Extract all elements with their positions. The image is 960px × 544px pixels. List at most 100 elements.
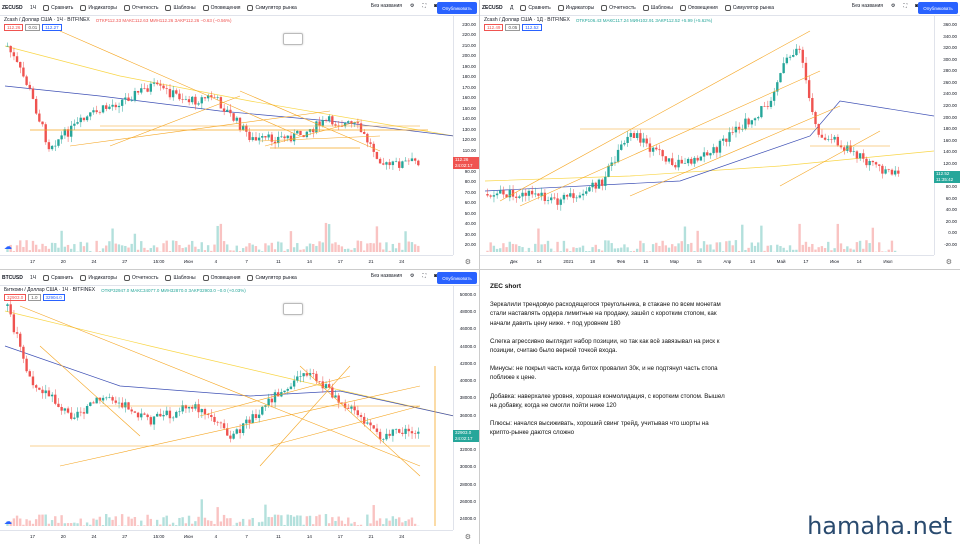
fullscreen-icon[interactable]: ⛶ [422,273,426,279]
fullscreen-icon[interactable]: ⛶ [903,3,907,9]
candle-body [881,165,884,174]
price-tick: 80.00 [464,179,476,185]
camera-icon[interactable]: ◙ [914,3,918,9]
volume-bar [47,523,51,526]
replay-button[interactable]: Симулятор рынка [724,4,774,11]
publish-button[interactable]: Опубликовать [437,2,477,14]
volume-bar [315,516,318,526]
volume-bar [792,249,795,252]
interval-selector[interactable]: 1Ч [30,4,37,11]
settings-gear-icon[interactable]: ⚙ [409,273,415,279]
sell-price[interactable]: 32903.0 [4,294,27,301]
volume-bar [572,247,575,252]
volume-bar [149,518,152,526]
camera-icon[interactable]: ◙ [433,273,437,279]
financials-button[interactable]: Отчетность [601,4,636,11]
candle-body [159,84,162,86]
price-chart[interactable] [480,16,934,256]
chart-legend: Zcash / Доллар США · 1Ч · BITFINEX ОТКР1… [4,17,232,23]
volume-bar [776,244,779,252]
settings-gear-icon[interactable]: ⚙ [890,3,896,9]
symbol-search[interactable]: ZECUSD [2,4,23,11]
indicators-button[interactable]: Индикаторы [80,4,117,11]
candle-body [887,169,890,170]
layout-name[interactable]: Без названия [851,3,883,9]
candle-body [152,416,156,425]
volume-bar [108,241,111,252]
publish-button[interactable]: Опубликовать [918,2,958,14]
buy-price[interactable]: 112.52 [522,24,542,31]
templates-button[interactable]: Шаблоны [165,274,196,281]
compare-button[interactable]: Сравнить [43,4,73,11]
alerts-button[interactable]: Оповещения [679,4,718,11]
price-tick: 210.00 [462,42,476,48]
chart-panel-zec-daily[interactable]: ZECUSD Д Сравнить Индикаторы Отчетность … [480,0,960,270]
price-chart[interactable] [0,16,454,256]
candle-body [862,153,865,159]
candle-body [248,131,251,141]
sell-price[interactable]: 112.26 [4,24,24,31]
templates-button[interactable]: Шаблоны [642,4,673,11]
alerts-button[interactable]: Оповещения [202,4,240,11]
chart-toolbar: BTCUSD 1Ч Сравнить Индикаторы Отчетность… [0,270,479,286]
templates-button[interactable]: Шаблоны [165,4,196,11]
candle-body [600,179,604,186]
sell-price[interactable]: 112.49 [484,24,504,31]
time-axis[interactable]: 17 20 24 27 15:00 Июн 4 7 11 14 17 21 24 [0,530,453,544]
symbol-search[interactable]: ZECUSD [482,4,503,11]
axis-settings-gear-icon[interactable]: ⚙ [464,534,471,541]
volume-bar [382,249,385,252]
financials-icon [601,4,608,11]
volume-bar [398,517,401,526]
chart-panel-btc-hourly[interactable]: BTCUSD 1Ч Сравнить Индикаторы Отчетность… [0,270,480,544]
interval-selector[interactable]: 1Ч [30,274,37,281]
time-axis[interactable]: 17 20 24 27 15:00 Июн 4 7 11 14 17 21 24 [0,255,453,269]
replay-button[interactable]: Симулятор рынка [247,274,297,281]
axis-settings-gear-icon[interactable]: ⚙ [464,259,471,266]
axis-settings-gear-icon[interactable]: ⚙ [945,259,952,266]
volume-bar [613,248,617,252]
candle-body [162,85,165,89]
volume-bar [34,519,38,526]
fullscreen-icon[interactable]: ⛶ [422,3,426,9]
compare-button[interactable]: Сравнить [520,4,551,11]
buy-price[interactable]: 32904.0 [42,294,65,301]
volume-bar [206,245,210,252]
symbol-search[interactable]: BTCUSD [2,274,23,281]
volume-bar [251,244,254,252]
volume-bar [270,242,274,252]
settings-gear-icon[interactable]: ⚙ [409,3,415,9]
buy-price[interactable]: 112.27 [42,24,62,31]
price-axis[interactable]: 360.00 340.00 320.00 300.00 280.00 260.00 240.… [934,16,960,255]
chart-panel-zec-hourly[interactable]: ZECUSD 1Ч Сравнить Индикаторы Отчетность… [0,0,480,270]
volume-bar [893,250,897,252]
toolbar-right: Без названия ⚙ ⛶ ◙ [844,3,918,9]
indicators-button[interactable]: Индикаторы [80,274,117,281]
financials-button[interactable]: Отчетность [123,274,158,281]
layout-name[interactable]: Без названия [370,3,402,9]
alerts-button[interactable]: Оповещения [202,274,240,281]
floating-widget[interactable] [283,33,303,45]
publish-button[interactable]: Опубликовать [437,272,477,284]
volume-bar [73,522,76,526]
floating-widget[interactable] [283,303,303,315]
financials-button[interactable]: Отчетность [123,4,158,11]
compare-button[interactable]: Сравнить [43,274,73,281]
candle-body [181,99,184,100]
layout-name[interactable]: Без названия [370,273,402,279]
volume-bar [388,250,391,252]
indicators-button[interactable]: Индикаторы [557,4,594,11]
volume-bar [85,522,89,526]
volume-bar [741,224,744,252]
price-axis[interactable]: 230.00 220.00 210.00 200.00 190.00 180.00 170.… [453,16,479,255]
price-axis[interactable]: 50000.0 48000.0 46000.0 44000.0 42000.0 40000… [453,286,479,530]
volume-bar [559,251,562,252]
interval-selector[interactable]: Д [510,4,514,11]
camera-icon[interactable]: ◙ [433,3,437,9]
time-axis[interactable]: Дек 14 2021 18 Фев 15 Мар 15 Апр 14 Май 17 Июн 14 Июл [480,255,934,269]
candle-body [19,61,22,68]
volume-bar [350,249,353,252]
replay-button[interactable]: Симулятор рынка [247,4,297,11]
volume-bar [581,245,585,252]
price-chart[interactable] [0,286,454,530]
